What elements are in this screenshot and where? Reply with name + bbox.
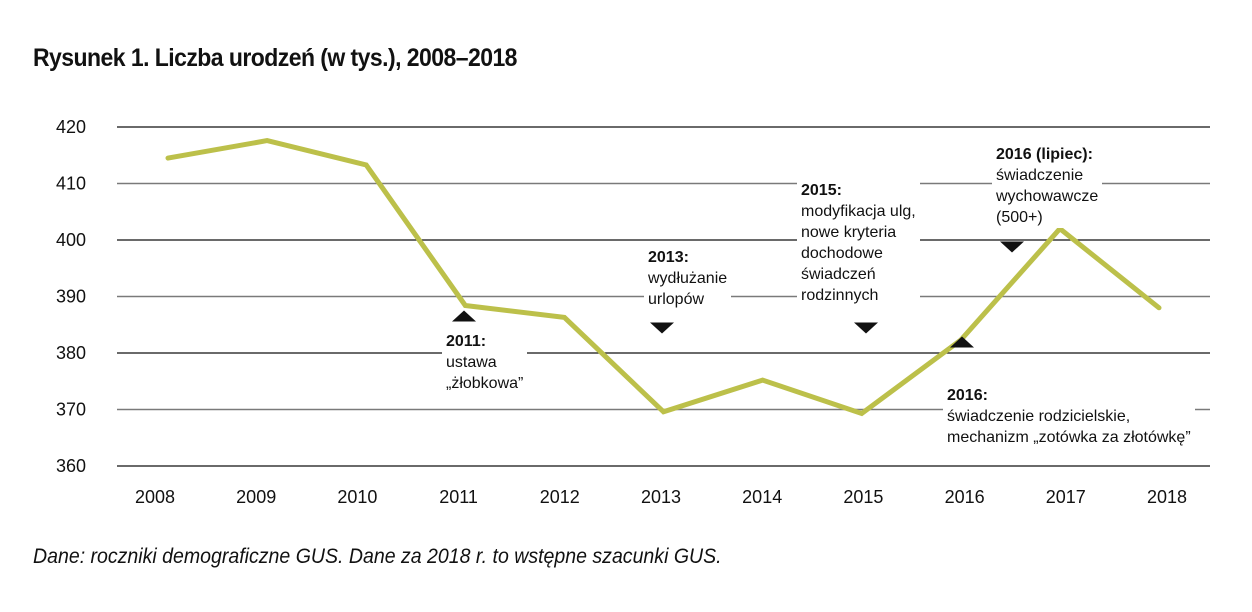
annotation-heading: 2011:: [446, 333, 487, 350]
annotation-line: „żłobkowa”: [446, 375, 524, 392]
annotation-line: wydłużanie: [648, 270, 728, 287]
annotation-heading: 2016:: [947, 387, 988, 404]
triangle-down-icon: [1000, 241, 1024, 253]
x-tick-label: 2011: [439, 487, 478, 507]
x-tick-label: 2014: [742, 487, 782, 507]
annotation-heading: 2015:: [801, 182, 842, 199]
annotation-line: urlopów: [648, 291, 705, 308]
annotation-2011: 2011: ustawa „żłobkowa”: [442, 331, 528, 394]
triangle-down-icon: [650, 322, 674, 334]
source-note: Dane: roczniki demograficzne GUS. Dane z…: [33, 545, 722, 568]
annotation-heading: 2016 (lipiec):: [996, 146, 1093, 163]
y-tick-label: 390: [56, 287, 86, 307]
x-tick-label: 2009: [236, 487, 276, 507]
annotation-line: świadczenie rodzicielskie,: [947, 408, 1131, 425]
x-tick-label: 2008: [135, 487, 175, 507]
x-tick-label: 2016: [945, 487, 985, 507]
annotation-line: (500+): [996, 209, 1043, 226]
chart-title: Rysunek 1. Liczba urodzeń (w tys.), 2008…: [33, 44, 517, 72]
annotation-markers: [452, 241, 1024, 348]
series-line: [165, 138, 1162, 417]
x-tick-label: 2017: [1046, 487, 1086, 507]
y-tick-label: 410: [56, 174, 86, 194]
triangle-down-icon: [854, 322, 878, 334]
annotation-line: rodzinnych: [801, 287, 879, 304]
annotation-2015: 2015: modyfikacja ulg, nowe kryteria doc…: [797, 180, 920, 306]
x-axis-ticks: 2008 2009 2010 2011 2012 2013 2014 2015 2016 2017…: [135, 487, 1187, 507]
y-axis-ticks: 420 410 400 390 380 370 360: [56, 117, 86, 476]
y-tick-label: 370: [56, 400, 86, 420]
annotation-line: wychowawcze: [996, 188, 1099, 205]
x-tick-label: 2012: [540, 487, 580, 507]
annotation-line: dochodowe: [801, 245, 883, 262]
y-tick-label: 380: [56, 343, 86, 363]
y-tick-label: 400: [56, 230, 86, 250]
annotation-line: mechanizm „zotówka za złotówkę”: [947, 429, 1191, 446]
triangle-up-icon: [452, 310, 476, 322]
annotation-line: świadczeń: [801, 266, 876, 283]
triangle-up-icon: [950, 336, 974, 348]
annotation-2013: 2013: wydłużanie urlopów: [644, 247, 732, 310]
x-tick-label: 2018: [1147, 487, 1187, 507]
annotation-line: świadczenie: [996, 167, 1084, 184]
annotation-heading: 2013:: [648, 249, 689, 266]
annotation-line: ustawa: [446, 354, 497, 371]
series-line-group: [165, 138, 1162, 417]
annotation-2016: 2016: świadczenie rodzicielskie, mechani…: [943, 385, 1195, 448]
x-tick-label: 2010: [337, 487, 377, 507]
y-tick-label: 360: [56, 456, 86, 476]
annotation-2016-lipiec: 2016 (lipiec): świadczenie wychowawcze (…: [992, 144, 1103, 228]
x-tick-label: 2015: [843, 487, 883, 507]
annotation-line: modyfikacja ulg,: [801, 203, 916, 220]
y-tick-label: 420: [56, 117, 86, 137]
annotation-line: nowe kryteria: [801, 224, 897, 241]
x-tick-label: 2013: [641, 487, 681, 507]
